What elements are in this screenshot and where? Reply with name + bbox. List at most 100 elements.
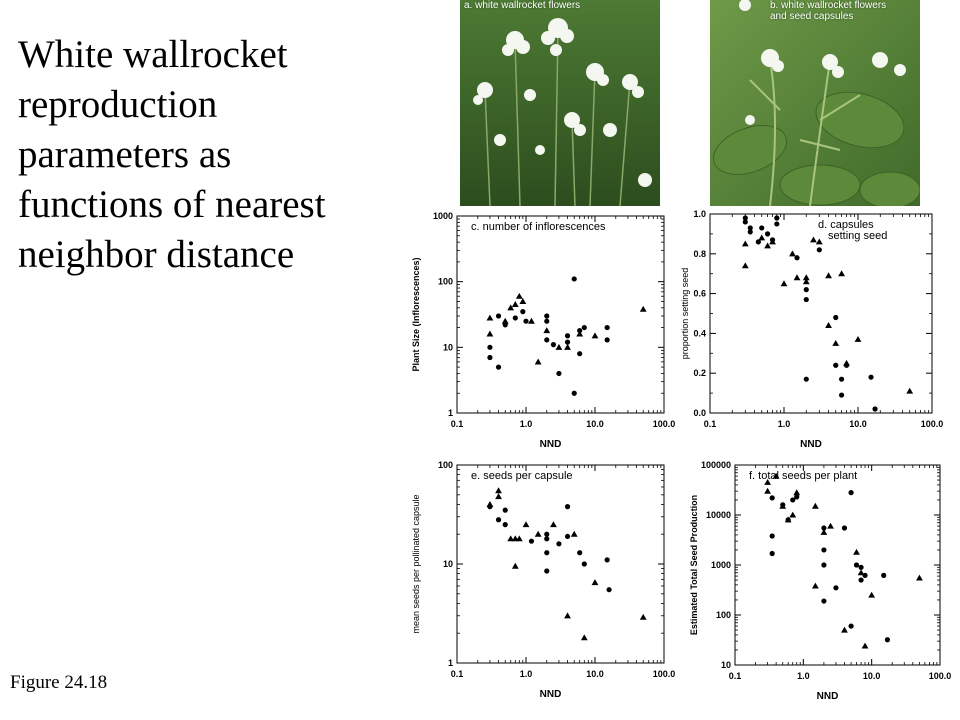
data-point-circle: [495, 364, 502, 370]
data-point-triangle: [789, 511, 797, 518]
data-point-triangle: [854, 335, 862, 342]
x-tick-label: 100.0: [653, 669, 676, 679]
slide-title: White wallrocket reproduction parameters…: [18, 33, 326, 276]
chart-e: 0.1 1.0 10.0 100.0 1 10 100 e. seeds per capsul…: [400, 457, 680, 720]
data-point-circle: [884, 637, 891, 643]
data-point-triangle: [811, 502, 819, 509]
data-point-triangle: [515, 535, 523, 542]
data-point-circle: [564, 339, 571, 345]
data-point-triangle: [811, 582, 819, 589]
data-point-triangle: [486, 330, 494, 337]
data-point-circle: [581, 561, 587, 567]
data-point-circle: [487, 344, 493, 350]
data-point-triangle: [576, 330, 584, 337]
data-point-circle: [769, 550, 775, 557]
data-point-triangle: [906, 387, 914, 394]
data-point-triangle: [857, 569, 865, 576]
data-point-triangle: [825, 322, 832, 328]
data-point-circle: [774, 221, 780, 227]
data-point-circle: [495, 517, 502, 523]
data-point-circle: [544, 536, 550, 542]
data-point-triangle: [501, 317, 509, 324]
data-point-circle: [556, 541, 562, 547]
data-point-triangle: [555, 343, 563, 350]
data-point-triangle: [758, 234, 766, 241]
data-point-circle: [523, 318, 529, 324]
y-tick-label: 10000: [706, 510, 731, 520]
data-point-circle: [848, 490, 854, 496]
data-point-circle: [544, 550, 550, 556]
x-axis-label: NND: [540, 689, 562, 700]
data-point-circle: [571, 276, 577, 282]
x-axis-label: NND: [800, 439, 822, 450]
data-point-circle: [604, 337, 610, 343]
x-tick-label: 0.1: [729, 671, 742, 681]
data-point-circle: [755, 239, 761, 245]
y-tick-label: 0.6: [693, 289, 706, 299]
data-point-circle: [833, 585, 839, 591]
plot-frame: [456, 464, 665, 664]
data-point-triangle: [779, 502, 787, 509]
data-point-circle: [872, 406, 878, 412]
y-tick-label: 100: [716, 610, 731, 620]
y-tick-label: 100: [438, 277, 453, 287]
y-tick-label: 1: [448, 408, 453, 418]
data-point-circle: [502, 522, 508, 528]
data-point-circle: [821, 598, 827, 604]
data-point-circle: [794, 494, 800, 500]
data-point-circle: [512, 315, 518, 321]
data-point-circle: [487, 354, 493, 361]
data-point-circle: [528, 538, 535, 544]
data-point-circle: [544, 313, 550, 319]
data-point-circle: [544, 337, 550, 343]
data-point-triangle: [534, 358, 542, 365]
data-point-circle: [742, 215, 748, 221]
plot-frame: [734, 464, 941, 666]
data-point-triangle: [519, 298, 527, 304]
x-tick-label: 100.0: [921, 419, 944, 429]
photo-label-b: b. white wallrocket flowers and seed cap…: [770, 0, 887, 22]
chart-e-svg: 0.1 1.0 10.0 100.0 1 10 100 e. seeds per capsul…: [411, 460, 676, 700]
data-point-circle: [858, 577, 864, 583]
data-point-triangle: [534, 530, 542, 537]
data-point-circle: [604, 324, 610, 331]
data-point-triangle: [810, 236, 817, 243]
data-point-circle: [571, 390, 577, 396]
data-point-triangle: [639, 305, 647, 312]
x-tick-label: 1.0: [797, 671, 810, 681]
data-point-triangle: [853, 548, 860, 555]
y-tick-label: 0.0: [693, 408, 706, 418]
data-point-triangle: [528, 317, 535, 324]
x-tick-label: 10.0: [849, 419, 867, 429]
data-point-circle: [604, 557, 610, 563]
data-point-triangle: [591, 579, 599, 586]
data-point-circle: [544, 318, 550, 324]
data-point-circle: [544, 531, 550, 537]
data-point-circle: [759, 225, 765, 231]
data-point-triangle: [861, 642, 869, 649]
x-tick-label: 10.0: [863, 671, 881, 681]
data-point-triangle: [764, 242, 771, 249]
x-axis-label: NND: [817, 691, 839, 702]
y-axis-label: mean seeds per pollinated capsule: [411, 494, 421, 633]
y-axis-label: proportion setting seed: [680, 268, 690, 360]
photo-label-a: a. white wallrocket flowers: [464, 0, 581, 11]
x-tick-label: 10.0: [586, 419, 604, 429]
data-point-circle: [816, 247, 822, 253]
chart-title: setting seed: [828, 230, 887, 242]
data-point-circle: [853, 562, 860, 568]
data-point-triangle: [820, 528, 828, 535]
data-point-circle: [774, 215, 780, 221]
data-point-triangle: [511, 301, 519, 307]
data-point-triangle: [838, 270, 845, 277]
data-point-triangle: [741, 262, 749, 269]
data-point-circle: [606, 587, 612, 593]
data-point-triangle: [780, 280, 788, 287]
data-point-triangle: [815, 238, 823, 245]
data-point-triangle: [495, 493, 502, 500]
y-tick-label: 100000: [701, 460, 731, 470]
data-point-circle: [564, 504, 571, 510]
x-axis-label: NND: [540, 439, 562, 450]
y-tick-label: 100: [438, 460, 453, 470]
data-point-triangle: [789, 250, 796, 257]
